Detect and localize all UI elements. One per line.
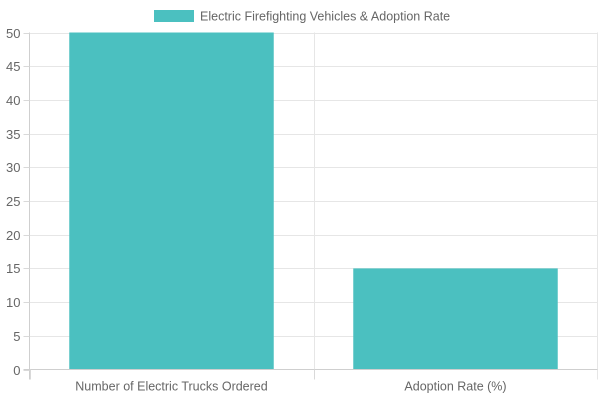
- x-axis-ticks: Number of Electric Trucks Ordered Adoptio…: [30, 369, 507, 394]
- y-tick-label: 40: [6, 93, 20, 108]
- y-tick-label: 20: [6, 228, 20, 243]
- bars: [69, 32, 558, 370]
- y-tick-label: 45: [6, 59, 20, 74]
- bar: [69, 32, 274, 370]
- y-tick-label: 25: [6, 194, 20, 209]
- y-tick-label: 15: [6, 261, 20, 276]
- x-tick-label: Number of Electric Trucks Ordered: [75, 380, 267, 394]
- y-tick-label: 35: [6, 127, 20, 142]
- y-axis-ticks: 0 5 10 15 20 25 30 35 40 45 50: [6, 26, 30, 378]
- y-tick-label: 30: [6, 160, 20, 175]
- legend[interactable]: Electric Firefighting Vehicles & Adoptio…: [154, 10, 450, 24]
- legend-label[interactable]: Electric Firefighting Vehicles & Adoptio…: [200, 10, 450, 24]
- y-tick-label: 10: [6, 295, 20, 310]
- bar: [353, 268, 558, 370]
- axes: [23, 32, 598, 380]
- y-tick-label: 5: [13, 329, 20, 344]
- y-tick-label: 0: [13, 363, 20, 378]
- x-tick-label: Adoption Rate (%): [404, 380, 506, 394]
- legend-swatch[interactable]: [154, 10, 194, 22]
- y-tick-label: 50: [6, 26, 20, 41]
